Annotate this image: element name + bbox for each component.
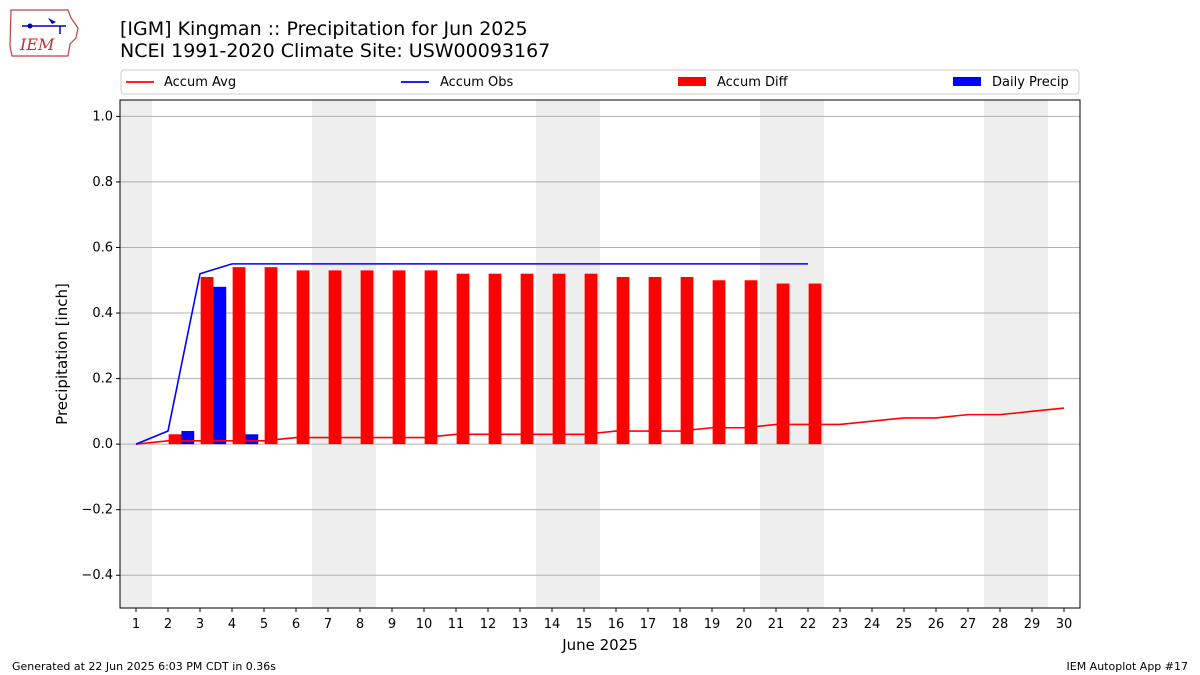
axes: −0.4−0.20.00.20.40.60.81.01 2 3 4 5 6 7 8 9 10 11 1… [81,109,1072,632]
y-tick-label: 0.0 [92,437,113,452]
y-tick-label: 0.6 [92,240,113,255]
accum-diff-bar [488,273,502,445]
accum-avg-line [135,407,1065,445]
x-tick-label: 6 [292,617,300,632]
legend-swatch-accum-diff [678,77,706,86]
logo-text: IEM [19,35,55,54]
legend-label-daily-precip: Daily Precip [992,75,1069,90]
x-tick-label: 16 [608,617,625,632]
footer-app-id: IEM Autoplot App #17 [1066,660,1189,673]
x-tick-label: 24 [864,617,881,632]
accum-diff-bar [456,273,470,445]
accum-diff-bar [520,273,534,445]
x-tick-label: 29 [1024,617,1041,632]
chart-subtitle: NCEI 1991-2020 Climate Site: USW00093167 [120,40,551,62]
x-tick-label: 9 [388,617,396,632]
accum-diff-bar [200,276,214,445]
accum-diff-bar [552,273,566,445]
y-tick-label: 0.8 [92,175,113,190]
accum-diff-bar [264,267,278,445]
legend-label-accum-obs: Accum Obs [440,75,513,90]
x-tick-label: 22 [800,617,817,632]
accum-diff-bar [808,283,822,445]
x-tick-label: 4 [228,617,236,632]
accum-diff-bar [296,270,310,445]
x-tick-label: 7 [324,617,332,632]
x-tick-label: 13 [512,617,529,632]
accum-obs-line [135,263,808,445]
daily-precip-bar [181,431,195,445]
x-tick-label: 14 [544,617,561,632]
x-tick-label: 11 [448,617,465,632]
x-axis-label: June 2025 [561,636,638,654]
x-tick-label: 15 [576,617,593,632]
legend: Accum Avg Accum Obs Accum Diff Daily Precip [120,69,1080,95]
iem-logo: IEM [9,9,79,57]
x-tick-label: 26 [928,617,945,632]
accum-diff-bar [712,280,726,445]
accum-diff-bar [680,276,694,445]
accum-diff-bar [776,283,790,445]
accum-diff-bar [392,270,406,445]
y-tick-label: 1.0 [92,109,113,124]
y-tick-label: −0.2 [81,503,113,518]
daily-precip-bar [245,434,259,445]
iowa-outline-icon [9,9,79,57]
series-lines [135,263,1065,445]
x-tick-label: 21 [768,617,785,632]
weekend-shade-day-28 [984,100,1016,608]
y-tick-label: 0.2 [92,372,113,387]
footer-generated: Generated at 22 Jun 2025 6:03 PM CDT in … [12,660,277,673]
accum-diff-bar [232,267,246,445]
x-tick-label: 3 [196,617,204,632]
x-tick-label: 10 [416,617,433,632]
x-tick-label: 28 [992,617,1009,632]
daily-precip-bar [213,286,227,445]
accum-diff-bar [424,270,438,445]
legend-box [120,69,1080,95]
x-tick-label: 1 [132,617,140,632]
accum-diff-bar [616,276,630,445]
y-gridlines [120,115,1080,576]
x-tick-label: 2 [164,617,172,632]
accum-diff-bar [584,273,598,445]
x-tick-label: 30 [1056,617,1073,632]
y-tick-label: −0.4 [81,568,113,583]
accum-diff-bar [360,270,374,445]
x-tick-label: 12 [480,617,497,632]
x-tick-label: 18 [672,617,689,632]
y-axis-label: Precipitation [inch] [53,283,71,425]
x-tick-label: 19 [704,617,721,632]
plot-frame [119,99,1081,609]
weekend-shade-day-1 [120,100,152,608]
x-tick-label: 5 [260,617,268,632]
accum-diff-bar [648,276,662,445]
x-tick-label: 23 [832,617,849,632]
x-tick-label: 17 [640,617,657,632]
weekend-shade-day-29 [1016,100,1048,608]
weekend-shading [120,100,1048,608]
x-tick-label: 20 [736,617,753,632]
accum-diff-bar [168,434,182,445]
accum-diff-bar [328,270,342,445]
legend-label-accum-diff: Accum Diff [717,75,789,90]
y-tick-label: 0.4 [92,306,113,321]
x-tick-label: 8 [356,617,364,632]
accum-diff-bar [744,280,758,445]
bars [168,267,822,445]
legend-swatch-daily-precip [953,77,981,86]
chart-title: [IGM] Kingman :: Precipitation for Jun 2… [120,18,528,40]
legend-label-accum-avg: Accum Avg [164,75,236,90]
x-tick-label: 25 [896,617,913,632]
x-tick-label: 27 [960,617,977,632]
